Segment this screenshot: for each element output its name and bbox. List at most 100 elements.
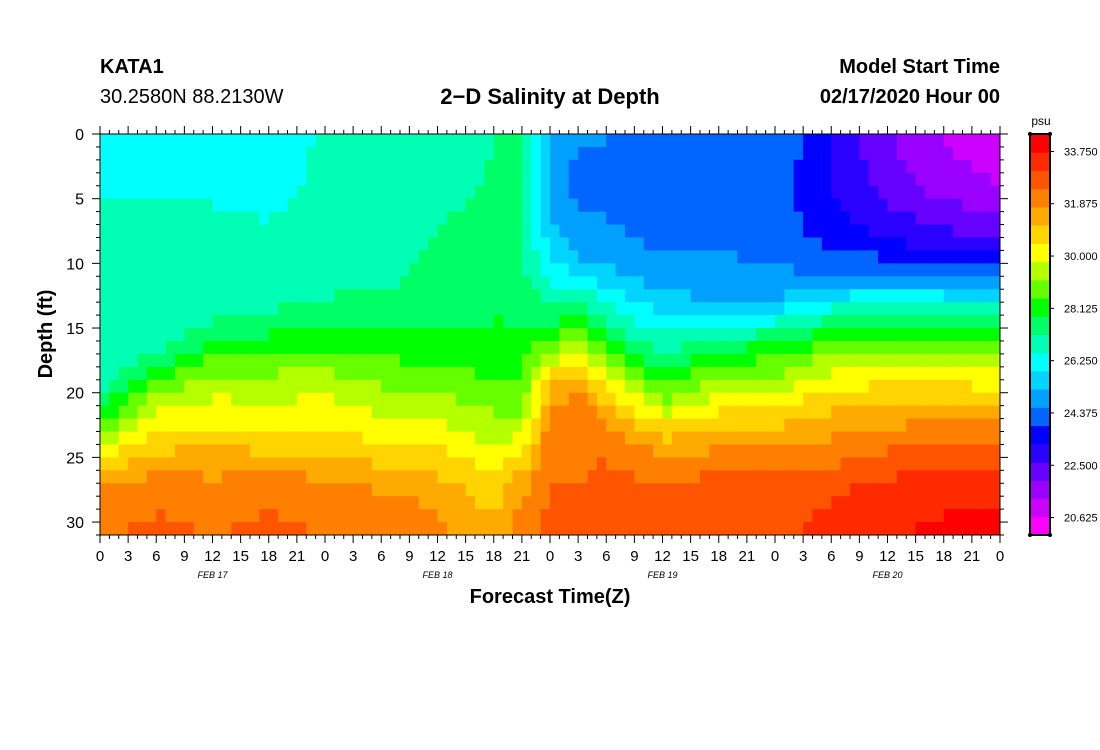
heatmap-cell [596,224,607,239]
heatmap-cell [306,379,317,394]
heatmap-cell [775,328,785,342]
heatmap-cell [118,172,129,187]
heatmap-cell [709,509,720,523]
heatmap-cell [709,224,720,239]
heatmap-cell [915,302,926,316]
heatmap-cell [343,224,354,239]
heatmap-cell [353,328,364,342]
heatmap-cell [390,211,401,226]
heatmap-cell [681,146,692,161]
heatmap-cell [662,379,673,394]
heatmap-cell [681,457,692,471]
heatmap-cell [193,198,204,213]
heatmap-cell [953,315,964,329]
heatmap-cell [325,405,335,420]
heatmap-cell [353,224,364,239]
heatmap-cell [259,418,270,433]
colorbar-corner [1048,132,1052,136]
heatmap-cell [437,146,448,161]
heatmap-cell [268,431,279,446]
heatmap-cell [512,146,523,161]
heatmap-cell [203,198,214,213]
heatmap-cell [409,263,420,277]
heatmap-cell [259,185,270,200]
heatmap-cell [287,172,298,187]
heatmap-cell [718,366,729,381]
heatmap-cell [981,224,992,239]
heatmap-cell [859,405,870,420]
heatmap-cell [859,522,870,535]
heatmap-cell [821,328,832,342]
heatmap-cell [981,250,992,264]
heatmap-cell [896,302,907,316]
heatmap-cell [709,302,720,316]
heatmap-cell [606,146,617,161]
heatmap-cell [896,250,907,264]
heatmap-cell [681,392,692,407]
heatmap-cell [521,340,532,355]
heatmap-cell [296,134,307,148]
heatmap-cell [381,224,392,239]
heatmap-cell [428,289,439,303]
heatmap-cell [493,224,504,239]
heatmap-cell [643,522,654,535]
heatmap-cell [934,470,945,484]
heatmap-cell [606,172,617,187]
heatmap-cell [484,496,495,510]
heatmap-cell [540,418,551,433]
heatmap-cell [400,328,410,342]
heatmap-cell [259,483,270,497]
heatmap-cell [193,431,204,446]
heatmap-cell [737,496,748,510]
y-tick-label: 15 [66,321,84,338]
heatmap-cell [428,302,439,316]
heatmap-cell [278,211,289,226]
heatmap-cell [428,379,439,394]
heatmap-cell [231,315,242,329]
heatmap-cell [915,172,926,187]
heatmap-cell [653,483,664,497]
heatmap-cell [221,185,232,200]
heatmap-cell [700,146,710,161]
heatmap-cell [165,315,176,329]
heatmap-cell [775,134,785,148]
heatmap-cell [784,237,795,252]
heatmap-cell [765,237,776,252]
heatmap-cell [296,250,307,264]
heatmap-cell [793,509,804,523]
heatmap-cell [446,457,457,471]
heatmap-cell [250,134,260,148]
heatmap-cell [700,211,710,226]
heatmap-cell [906,418,917,433]
heatmap-cell [353,470,364,484]
heatmap-cell [231,496,242,510]
heatmap-cell [671,353,682,368]
heatmap-cell [512,444,523,458]
heatmap-cell [709,418,720,433]
heatmap-cell [278,146,289,161]
heatmap-cell [203,185,214,200]
heatmap-cell [381,237,392,252]
heatmap-cell [718,289,729,303]
heatmap-cell [512,379,523,394]
heatmap-cell [568,444,579,458]
heatmap-cell [690,366,701,381]
heatmap-cell [287,146,298,161]
heatmap-cell [400,509,410,523]
heatmap-cell [981,315,992,329]
heatmap-cell [118,250,129,264]
heatmap-cell [793,146,804,161]
heatmap-cell [990,224,1000,239]
heatmap-cell [700,289,710,303]
station-id: KATA1 [100,56,164,78]
heatmap-cell [287,431,298,446]
heatmap-cell [990,276,1000,290]
heatmap-cell [709,431,720,446]
heatmap-cell [362,134,373,148]
heatmap-cell [831,211,842,226]
heatmap-cell [475,470,485,484]
heatmap-cell [953,250,964,264]
heatmap-cell [146,405,157,420]
heatmap-cell [456,211,467,226]
heatmap-cell [896,185,907,200]
